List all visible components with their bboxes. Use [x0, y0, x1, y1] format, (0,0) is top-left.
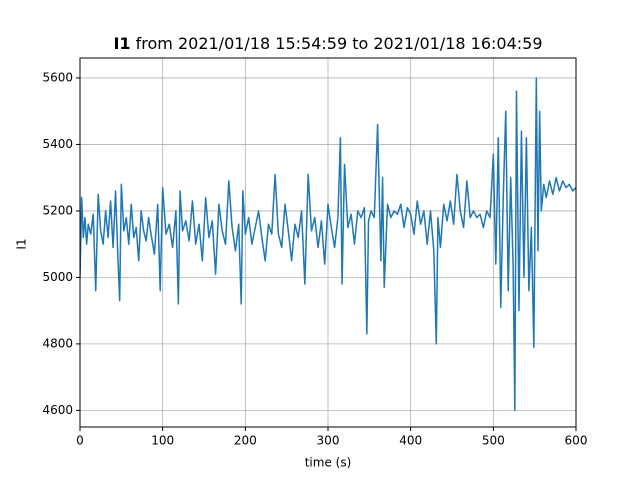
line-series	[80, 77, 576, 412]
y-tick-label: 5000	[42, 270, 73, 284]
x-tick-label: 100	[151, 434, 174, 448]
x-tick-label: 200	[234, 434, 257, 448]
title-rest: from 2021/01/18 15:54:59 to 2021/01/18 1…	[136, 34, 543, 53]
x-tick-label: 500	[482, 434, 505, 448]
y-tick-label: 4600	[42, 403, 73, 417]
x-tick-label: 400	[399, 434, 422, 448]
chart-title: I1 from 2021/01/18 15:54:59 to 2021/01/1…	[113, 34, 542, 53]
y-tick-label: 5400	[42, 137, 73, 151]
title-bold: I1	[113, 34, 130, 53]
x-tick-label: 300	[317, 434, 340, 448]
y-tick-label: 5600	[42, 70, 73, 84]
x-axis-label: time (s)	[305, 456, 352, 470]
x-tick-label: 600	[565, 434, 588, 448]
y-tick-label: 4800	[42, 336, 73, 350]
x-tick-label: 0	[76, 434, 84, 448]
plot-frame	[79, 57, 577, 428]
y-axis-label: I1	[15, 238, 29, 249]
y-tick-label: 5200	[42, 203, 73, 217]
